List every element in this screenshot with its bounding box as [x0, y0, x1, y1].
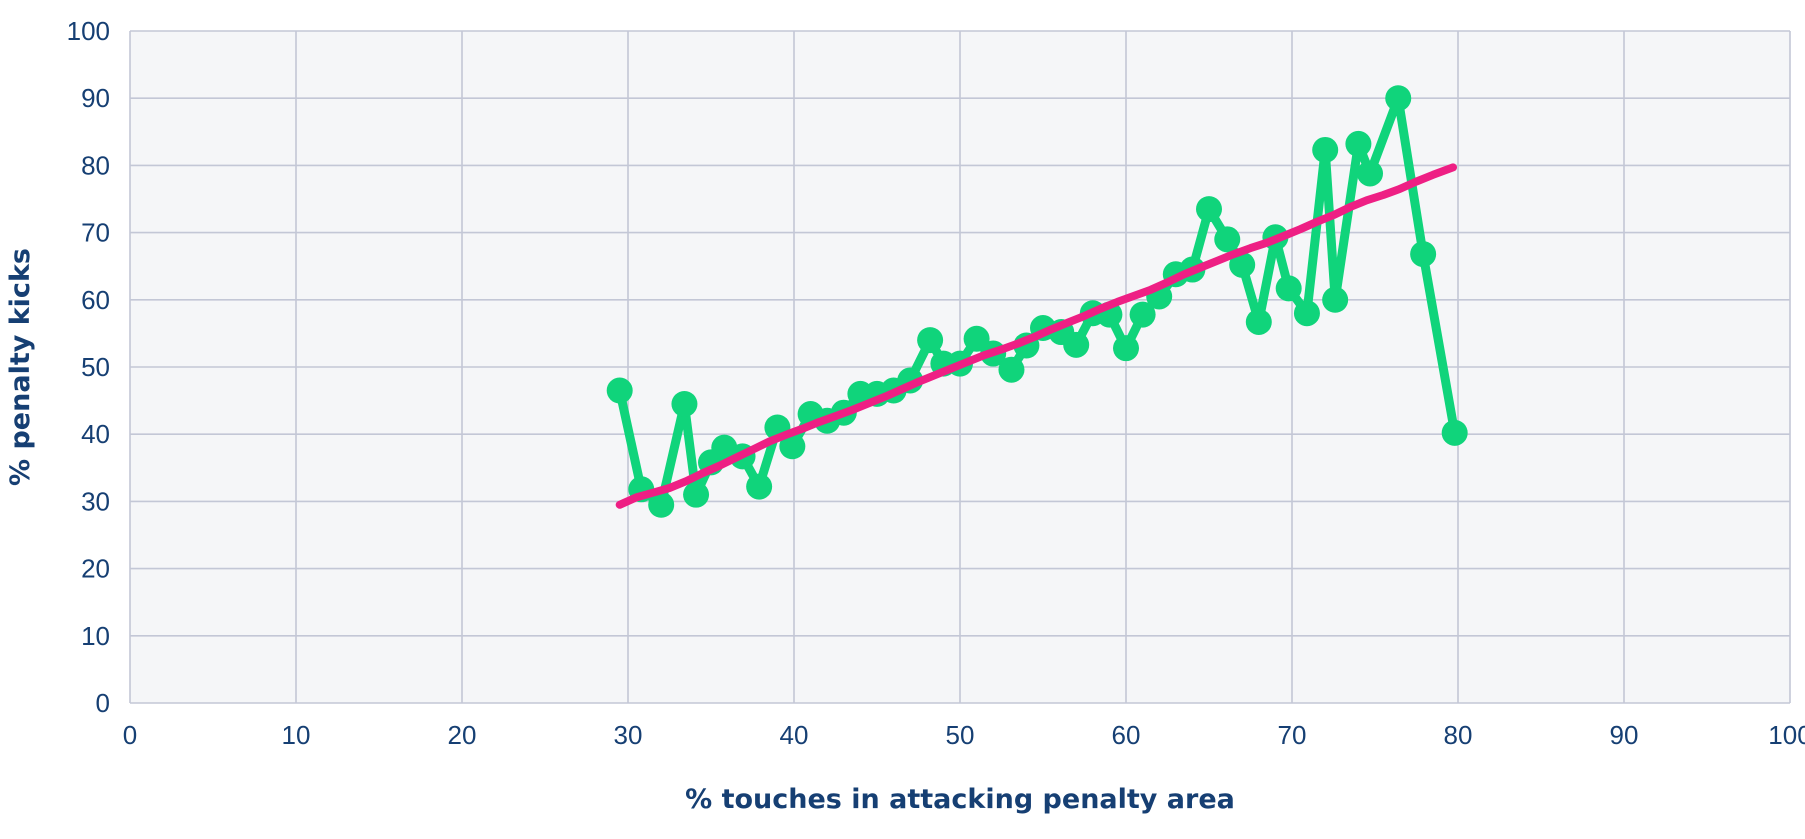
data-point — [1196, 196, 1222, 223]
series-group — [606, 85, 1468, 518]
x-tick-label: 60 — [1112, 720, 1141, 750]
x-axis-title: % touches in attacking penalty area — [685, 784, 1235, 815]
data-point — [1385, 85, 1412, 112]
data-point — [963, 325, 990, 352]
data-point — [683, 481, 710, 508]
y-tick-labels: 0 10 20 30 40 50 60 70 80 90 100 — [67, 16, 110, 718]
y-tick-label: 70 — [81, 218, 110, 248]
data-point — [1322, 286, 1349, 313]
data-point — [1063, 331, 1090, 358]
series-1 — [615, 163, 1457, 509]
series-line — [615, 163, 1457, 509]
y-tick-label: 60 — [81, 285, 110, 315]
x-tick-label: 40 — [780, 720, 809, 750]
x-tick-label: 90 — [1610, 720, 1639, 750]
data-point — [1245, 308, 1272, 335]
y-tick-label: 10 — [81, 621, 110, 651]
data-point — [1312, 136, 1339, 163]
data-point — [648, 491, 675, 518]
data-point — [606, 377, 633, 404]
data-point — [917, 327, 944, 354]
data-point — [1441, 419, 1468, 446]
y-tick-label: 0 — [96, 688, 110, 718]
data-point — [1410, 241, 1437, 268]
y-tick-label: 30 — [81, 486, 110, 516]
x-tick-labels: 0 10 20 30 40 50 60 70 80 90 100 — [123, 720, 1805, 750]
data-point — [1293, 300, 1320, 327]
data-point — [1357, 160, 1384, 187]
x-tick-label: 50 — [946, 720, 975, 750]
x-tick-label: 70 — [1278, 720, 1307, 750]
x-tick-label: 80 — [1444, 720, 1473, 750]
x-tick-label: 10 — [282, 720, 311, 750]
data-point — [1229, 251, 1256, 278]
data-point — [779, 433, 806, 460]
y-tick-label: 80 — [81, 150, 110, 180]
y-tick-label: 90 — [81, 83, 110, 113]
data-point — [1113, 335, 1139, 362]
data-point — [1345, 130, 1372, 157]
x-tick-label: 100 — [1768, 720, 1805, 750]
data-point — [1275, 275, 1302, 302]
data-point — [1129, 301, 1156, 328]
data-point — [998, 356, 1025, 383]
grid-lines — [129, 30, 1791, 704]
y-tick-label: 100 — [67, 16, 110, 46]
y-tick-label: 40 — [81, 419, 110, 449]
data-point — [671, 390, 698, 417]
x-tick-label: 30 — [614, 720, 643, 750]
y-axis-title: % penalty kicks — [5, 248, 36, 486]
x-tick-label: 0 — [123, 720, 137, 750]
y-tick-label: 50 — [81, 352, 110, 382]
y-tick-label: 20 — [81, 554, 110, 584]
data-point — [746, 473, 773, 500]
x-tick-label: 20 — [448, 720, 477, 750]
data-point — [1214, 226, 1241, 253]
